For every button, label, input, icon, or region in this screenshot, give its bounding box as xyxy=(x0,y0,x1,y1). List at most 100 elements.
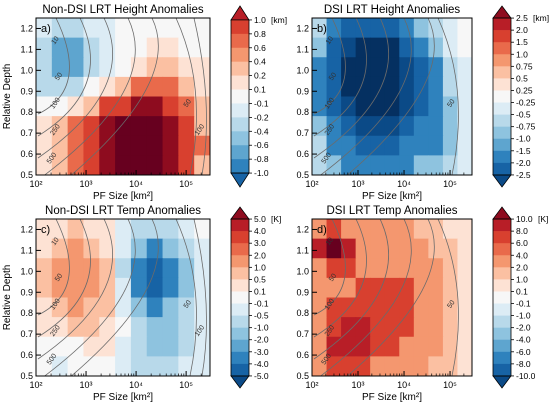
heatmap-cell xyxy=(341,37,357,58)
heatmap-cell xyxy=(428,297,444,318)
colorbar-label: 0.8 xyxy=(254,29,266,39)
colorbar-frame xyxy=(492,17,512,176)
heatmap-cell xyxy=(36,18,53,39)
heatmap-cell xyxy=(341,277,357,299)
colorbar: 5.0 4.0 3.0 2.0 1.0 0.5 0.1 -0.1 -0.5 -1.0 -2.0 -3.… xyxy=(230,206,281,389)
colorbar-band xyxy=(493,255,511,268)
chart-title: DSI LRT Temp Anomalies xyxy=(326,205,457,217)
colorbar-frame xyxy=(230,218,250,377)
colorbar-unit: [km] xyxy=(271,15,287,25)
x-tick-label: 10² xyxy=(305,179,318,189)
heatmap-cell xyxy=(341,258,357,279)
colorbar-label: -0.1 xyxy=(516,299,531,309)
panel-label: d) xyxy=(317,224,327,236)
heatmap-cell xyxy=(326,219,342,240)
heatmap-cell xyxy=(115,336,132,357)
colorbar-label: 3.0 xyxy=(254,238,266,248)
heatmap-cell xyxy=(384,219,400,240)
heatmap-cell xyxy=(83,135,100,156)
heatmap-cell xyxy=(413,238,429,259)
colorbar-band xyxy=(493,42,511,55)
colorbar: 2.5 2.0 1.5 1.0 0.75 0.5 0.25 -0.25 -0.5 -0.75 -1.… xyxy=(492,5,549,188)
y-tick-label: 0.6 xyxy=(20,149,33,159)
y-tick-label: 0.7 xyxy=(20,128,33,138)
heatmap-cell xyxy=(312,277,328,299)
colorbar-label: -4.0 xyxy=(254,359,269,369)
heatmap-cell xyxy=(99,317,116,338)
heatmap-cell xyxy=(36,96,53,117)
heatmap-cell xyxy=(341,317,357,338)
colorbar-extend-bottom xyxy=(230,172,250,188)
colorbar-extend-bottom xyxy=(230,375,250,389)
heatmap-cell xyxy=(399,317,415,338)
x-tick-label: 10² xyxy=(29,179,42,189)
heatmap-cell xyxy=(428,135,444,156)
plot-frame xyxy=(311,17,473,176)
heatmap-cell xyxy=(399,96,415,117)
heatmap-cell xyxy=(83,317,100,338)
heatmap-cell xyxy=(457,258,472,279)
heatmap-cell xyxy=(384,96,400,117)
colorbar-band xyxy=(231,255,249,268)
heatmap-cell xyxy=(178,277,195,299)
heatmap-cell xyxy=(178,336,195,357)
y-tick-label: 0.5 xyxy=(296,170,309,180)
heatmap-cell xyxy=(146,336,164,357)
heatmap-cell xyxy=(312,336,328,357)
heatmap-cell xyxy=(194,356,210,376)
heatmap-cell xyxy=(115,356,132,376)
heatmap-cell xyxy=(178,297,195,318)
contour-line xyxy=(37,18,91,137)
heatmap-cell xyxy=(413,317,429,338)
heatmap-cell xyxy=(178,317,195,338)
heatmap-cell xyxy=(384,297,400,318)
heatmap-cell xyxy=(370,57,386,78)
heatmap-cell xyxy=(146,297,164,318)
heatmap-cell xyxy=(384,356,400,376)
heatmap-cell xyxy=(178,96,195,117)
heatmap-cell xyxy=(115,116,132,137)
heatmap-cell xyxy=(326,336,342,357)
heatmap-cell xyxy=(428,238,444,259)
heatmap-cell xyxy=(355,356,371,376)
heatmap-cell xyxy=(442,37,459,58)
heatmap-cell xyxy=(399,277,415,299)
heatmap-cell xyxy=(83,336,100,357)
y-tick-label: 0.8 xyxy=(296,107,309,117)
colorbar-band xyxy=(231,279,249,292)
contour-label: 50 xyxy=(328,72,338,82)
colorbar-label: -0.2 xyxy=(254,112,269,122)
heatmap-cell xyxy=(312,238,328,259)
heatmap-cell xyxy=(51,57,69,78)
heatmap-cell xyxy=(413,356,429,376)
contour-line xyxy=(437,18,459,175)
heatmap-cell xyxy=(99,57,116,78)
heatmap-cell xyxy=(370,258,386,279)
heatmap-cell xyxy=(115,96,132,117)
heatmap-cell xyxy=(384,317,400,338)
colorbar-label: -0.75 xyxy=(516,122,536,132)
heatmap-cell xyxy=(312,57,328,78)
heatmap-cell xyxy=(162,18,179,39)
colorbar-band xyxy=(231,33,249,49)
x-axis-label: PF Size [km²] xyxy=(93,191,153,202)
heatmap-cell xyxy=(312,356,328,376)
contour-label: 50 xyxy=(183,98,193,108)
heatmap-cell xyxy=(399,336,415,357)
heatmap-cell xyxy=(99,96,116,117)
panel-label: c) xyxy=(41,224,50,236)
heatmap-cell xyxy=(178,238,195,259)
heatmap-cell xyxy=(162,297,179,318)
contour-label: 10 xyxy=(325,236,335,246)
heatmap-cell xyxy=(115,258,132,279)
heatmap-cell xyxy=(162,219,179,240)
y-tick-label: 0.6 xyxy=(20,350,33,360)
heatmap-cell xyxy=(36,238,53,259)
heatmap-cell xyxy=(36,317,53,338)
colorbar-band xyxy=(231,103,249,118)
heatmap-cell xyxy=(341,76,357,98)
colorbar-label: 0.6 xyxy=(254,43,266,53)
heatmap-cell xyxy=(312,155,328,175)
heatmap-cell xyxy=(146,238,164,259)
heatmap-cell xyxy=(178,76,195,98)
